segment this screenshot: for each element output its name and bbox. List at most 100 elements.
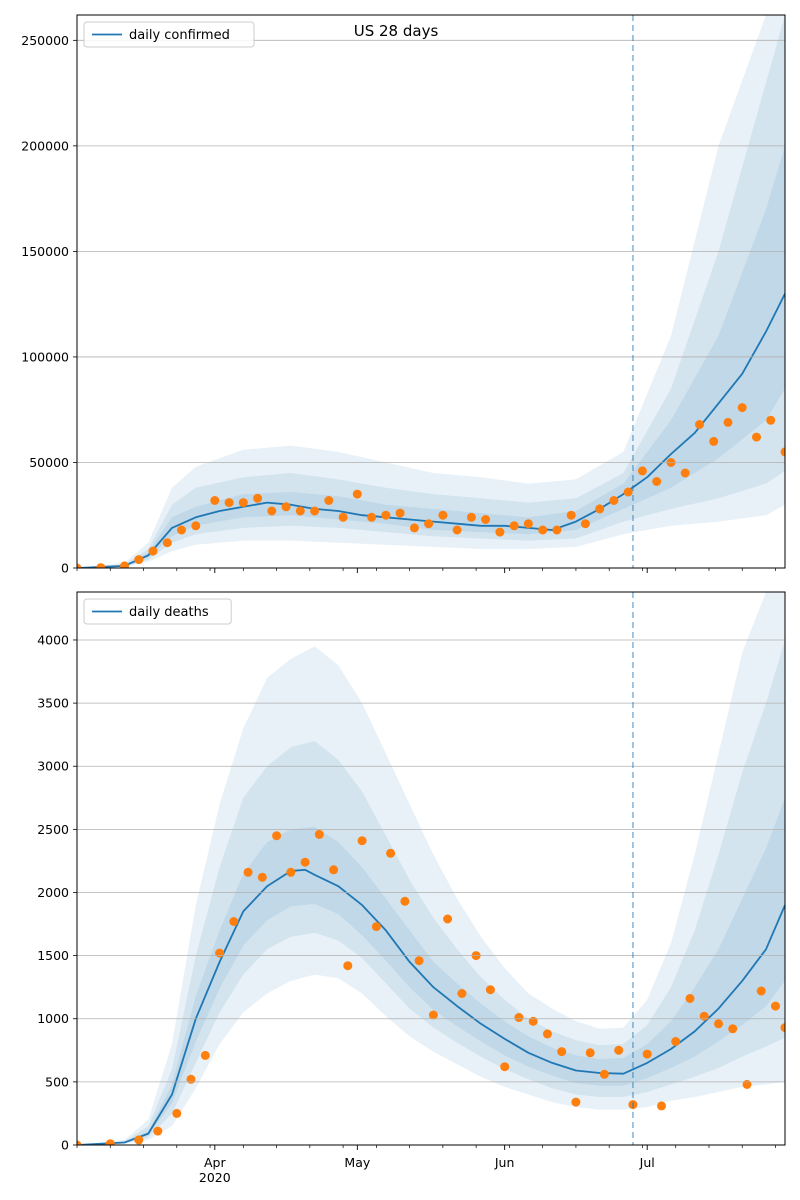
data-point [414, 956, 424, 966]
data-point [215, 948, 225, 958]
data-point [485, 985, 495, 995]
data-point [134, 1135, 144, 1145]
data-point [652, 477, 662, 486]
data-point [105, 1139, 115, 1145]
data-point [329, 865, 339, 875]
data-point [481, 515, 491, 524]
legend-label: daily confirmed [129, 28, 230, 43]
x-tick-label: Apr [204, 1155, 226, 1170]
data-point [756, 986, 766, 996]
data-point [409, 523, 419, 533]
data-point [495, 527, 505, 537]
data-point [186, 1074, 196, 1084]
data-point [523, 519, 533, 529]
y-tick-label: 1500 [37, 948, 69, 963]
uncertainty-band-3 [77, 797, 785, 1145]
data-point [642, 1049, 652, 1059]
data-point [153, 1126, 163, 1136]
data-point [728, 1024, 738, 1034]
y-tick-label: 100000 [21, 349, 69, 364]
data-point [424, 519, 434, 529]
data-point [428, 1010, 438, 1020]
data-point [466, 512, 476, 522]
data-point [614, 1045, 624, 1055]
data-point [438, 510, 448, 520]
y-tick-label: 4000 [37, 632, 69, 647]
plot-area [77, 15, 785, 568]
series-line [77, 293, 785, 568]
data-point [77, 1140, 82, 1145]
data-point [680, 468, 690, 478]
y-tick-label: 2500 [37, 822, 69, 837]
data-point [400, 896, 410, 906]
data-point [637, 466, 647, 476]
data-point [96, 563, 106, 568]
data-point [367, 512, 377, 522]
y-tick-label: 150000 [21, 244, 69, 259]
data-point [699, 1011, 709, 1021]
data-point [685, 994, 695, 1003]
data-point [162, 538, 172, 548]
series-line [77, 868, 785, 1145]
data-point [452, 525, 462, 535]
data-point [780, 447, 785, 457]
data-point [514, 1013, 524, 1022]
axes-frame [76, 14, 786, 569]
y-tick-label: 3000 [37, 759, 69, 774]
data-point [77, 563, 82, 568]
data-point [357, 836, 367, 846]
data-point [557, 1047, 567, 1057]
data-point [395, 508, 405, 518]
data-point [585, 1048, 595, 1058]
data-point [609, 496, 619, 505]
y-tick-label: 50000 [29, 455, 69, 470]
data-point [386, 848, 396, 858]
data-point [300, 857, 310, 867]
y-tick-label: 0 [61, 561, 69, 576]
data-point [552, 525, 562, 535]
data-point [381, 510, 391, 520]
data-point [148, 546, 158, 556]
data-point [267, 506, 277, 516]
legend-box [83, 21, 255, 48]
data-point [457, 989, 467, 998]
data-point [134, 555, 144, 565]
data-point [177, 525, 186, 535]
data-point [310, 506, 320, 516]
data-point [742, 1079, 752, 1089]
data-point [542, 1029, 552, 1039]
data-point [243, 867, 253, 877]
data-point [286, 867, 296, 877]
data-point [714, 1019, 723, 1029]
x-tick-label: Jul [639, 1155, 655, 1170]
legend-box [83, 598, 232, 625]
data-point [566, 510, 576, 520]
data-point [695, 420, 704, 429]
data-point [191, 521, 201, 531]
uncertainty-band-1 [77, 15, 785, 568]
data-point [623, 487, 633, 497]
data-point [443, 914, 453, 924]
data-point [371, 922, 381, 932]
y-tick-label: 0 [61, 1138, 69, 1153]
legend-label: daily deaths [129, 605, 209, 620]
y-tick-label: 1000 [37, 1011, 69, 1026]
observed-points [77, 403, 785, 568]
data-point [771, 1001, 780, 1011]
data-point [324, 496, 334, 505]
data-point [224, 498, 234, 508]
plot-area [77, 592, 785, 1145]
data-point [314, 829, 324, 839]
legend: daily deaths [83, 598, 232, 625]
data-point [752, 432, 761, 442]
data-point [571, 1097, 581, 1107]
data-point [709, 436, 719, 446]
chart-title: US 28 days [354, 22, 439, 40]
data-point [253, 493, 263, 503]
legend: daily confirmed [83, 21, 255, 48]
data-point [766, 415, 776, 425]
y-tick-label: 500 [45, 1074, 69, 1089]
